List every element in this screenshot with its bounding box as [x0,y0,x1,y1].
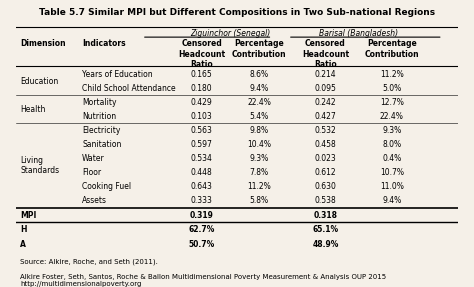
Text: Indicators: Indicators [82,39,126,49]
Text: 0.458: 0.458 [315,140,337,149]
Text: 0.448: 0.448 [191,168,212,177]
Text: Years of Education: Years of Education [82,70,153,79]
Text: 11.0%: 11.0% [380,182,404,191]
Text: 0.023: 0.023 [315,154,337,163]
Text: 5.0%: 5.0% [382,84,401,93]
Text: 0.597: 0.597 [191,140,212,149]
Text: Floor: Floor [82,168,101,177]
Text: Alkire Foster, Seth, Santos, Roche & Ballon Multidimensional Poverty Measurement: Alkire Foster, Seth, Santos, Roche & Bal… [20,274,386,287]
Text: Table 5.7 Similar MPI but Different Compositions in Two Sub-national Regions: Table 5.7 Similar MPI but Different Comp… [39,8,435,17]
Text: 0.538: 0.538 [315,196,337,205]
Text: 0.242: 0.242 [315,98,336,107]
Text: Cooking Fuel: Cooking Fuel [82,182,131,191]
Text: 5.8%: 5.8% [249,196,269,205]
Text: 11.2%: 11.2% [247,182,271,191]
Text: 9.4%: 9.4% [382,196,401,205]
Text: 0.534: 0.534 [191,154,212,163]
Text: 8.0%: 8.0% [383,140,401,149]
Text: 10.7%: 10.7% [380,168,404,177]
Text: 48.9%: 48.9% [312,240,339,249]
Text: Nutrition: Nutrition [82,112,116,121]
Text: 0.319: 0.319 [190,210,214,220]
Text: 0.4%: 0.4% [382,154,401,163]
Text: Electricity: Electricity [82,126,120,135]
Text: 50.7%: 50.7% [189,240,215,249]
Text: Censored
Headcount
Ratio: Censored Headcount Ratio [178,39,225,69]
Text: Percentage
Contribution: Percentage Contribution [365,39,419,59]
Text: Censored
Headcount
Ratio: Censored Headcount Ratio [302,39,349,69]
Text: 8.6%: 8.6% [249,70,269,79]
Text: 9.8%: 9.8% [249,126,269,135]
Text: Source: Alkire, Roche, and Seth (2011).: Source: Alkire, Roche, and Seth (2011). [20,258,158,265]
Text: 0.427: 0.427 [315,112,337,121]
Text: 0.643: 0.643 [191,182,212,191]
Text: Barisal (Bangladesh): Barisal (Bangladesh) [319,29,398,38]
Text: MPI: MPI [20,210,36,220]
Text: 0.429: 0.429 [191,98,212,107]
Text: Ziguinchor (Senegal): Ziguinchor (Senegal) [190,29,271,38]
Text: 0.165: 0.165 [191,70,212,79]
Text: Assets: Assets [82,196,107,205]
Text: 5.4%: 5.4% [249,112,269,121]
Text: 11.2%: 11.2% [380,70,404,79]
Text: Child School Attendance: Child School Attendance [82,84,176,93]
Text: A: A [20,240,26,249]
Text: 62.7%: 62.7% [189,225,215,234]
Text: 0.214: 0.214 [315,70,336,79]
Text: 9.4%: 9.4% [249,84,269,93]
Text: 12.7%: 12.7% [380,98,404,107]
Text: 65.1%: 65.1% [312,225,338,234]
Text: 22.4%: 22.4% [247,98,271,107]
Text: Health: Health [20,105,46,114]
Text: Dimension: Dimension [20,39,66,49]
Text: 10.4%: 10.4% [247,140,271,149]
Text: Water: Water [82,154,105,163]
Text: 9.3%: 9.3% [249,154,269,163]
Text: 0.180: 0.180 [191,84,212,93]
Text: 0.532: 0.532 [315,126,337,135]
Text: 0.612: 0.612 [315,168,336,177]
Text: 9.3%: 9.3% [382,126,401,135]
Text: 22.4%: 22.4% [380,112,404,121]
Text: 0.095: 0.095 [315,84,337,93]
Text: Percentage
Contribution: Percentage Contribution [232,39,286,59]
Text: 0.333: 0.333 [191,196,212,205]
Text: 0.103: 0.103 [191,112,212,121]
Text: Living
Standards: Living Standards [20,156,59,175]
Text: 0.563: 0.563 [191,126,212,135]
Text: 7.8%: 7.8% [249,168,269,177]
Text: 0.630: 0.630 [315,182,337,191]
Text: Sanitation: Sanitation [82,140,121,149]
Text: Education: Education [20,77,58,86]
Text: 0.318: 0.318 [313,210,337,220]
Text: H: H [20,225,27,234]
Text: Mortality: Mortality [82,98,117,107]
